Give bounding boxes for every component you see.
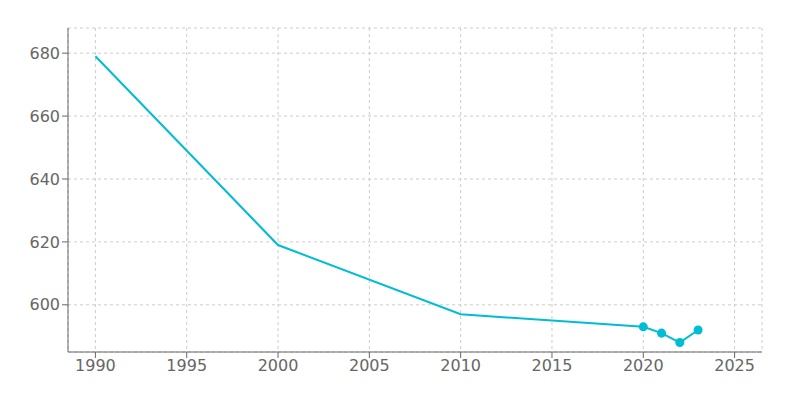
svg-text:2010: 2010 bbox=[440, 356, 481, 375]
svg-text:680: 680 bbox=[29, 44, 60, 63]
svg-text:2015: 2015 bbox=[532, 356, 573, 375]
svg-text:620: 620 bbox=[29, 233, 60, 252]
svg-text:600: 600 bbox=[29, 295, 60, 314]
svg-text:2020: 2020 bbox=[623, 356, 664, 375]
svg-text:1990: 1990 bbox=[75, 356, 116, 375]
svg-text:640: 640 bbox=[29, 170, 60, 189]
svg-text:2025: 2025 bbox=[714, 356, 755, 375]
svg-text:1995: 1995 bbox=[166, 356, 207, 375]
svg-text:2000: 2000 bbox=[258, 356, 299, 375]
svg-text:660: 660 bbox=[29, 107, 60, 126]
svg-text:2005: 2005 bbox=[349, 356, 390, 375]
